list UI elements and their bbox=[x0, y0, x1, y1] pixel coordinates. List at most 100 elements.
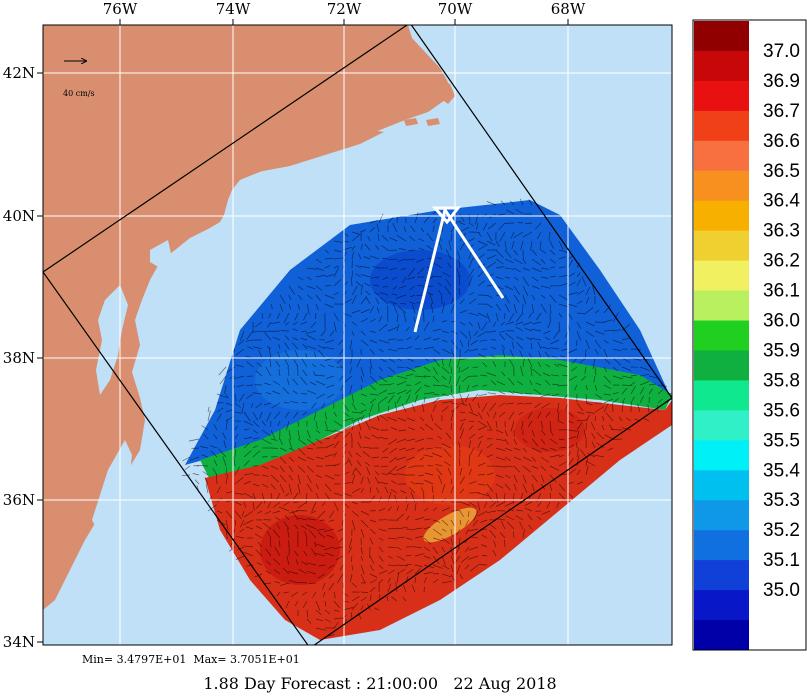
current-vector bbox=[462, 375, 470, 382]
current-vector bbox=[369, 339, 378, 344]
current-vector bbox=[328, 573, 335, 579]
current-vector bbox=[621, 366, 632, 371]
current-vector bbox=[360, 273, 371, 278]
current-vector bbox=[414, 568, 421, 575]
current-vector bbox=[226, 366, 236, 373]
current-vector bbox=[386, 595, 389, 602]
current-vector bbox=[201, 425, 209, 431]
current-vector bbox=[351, 270, 354, 278]
current-vector bbox=[305, 353, 308, 359]
current-vector bbox=[279, 438, 283, 446]
colorbar-swatch bbox=[694, 350, 749, 381]
current-vector bbox=[527, 420, 533, 428]
current-vector bbox=[630, 381, 636, 386]
current-vector bbox=[413, 316, 416, 323]
current-vector bbox=[465, 528, 470, 535]
current-vector bbox=[409, 285, 416, 291]
current-vector bbox=[405, 528, 416, 531]
current-vector bbox=[275, 492, 281, 501]
current-vector bbox=[450, 423, 452, 431]
current-vector bbox=[224, 384, 227, 394]
current-vector bbox=[415, 483, 425, 485]
current-vector bbox=[324, 618, 332, 623]
current-vector bbox=[531, 447, 543, 453]
current-vector bbox=[188, 438, 200, 442]
current-vector bbox=[338, 537, 344, 543]
current-vector bbox=[522, 321, 533, 326]
current-vector bbox=[396, 546, 402, 551]
current-vector bbox=[612, 329, 622, 332]
current-vector bbox=[287, 366, 290, 377]
current-vector bbox=[215, 473, 218, 485]
current-vector bbox=[558, 312, 563, 318]
current-vector bbox=[593, 454, 605, 458]
current-vector bbox=[533, 389, 542, 395]
current-vector bbox=[396, 564, 408, 567]
current-vector bbox=[495, 474, 504, 479]
current-vector bbox=[405, 389, 412, 395]
current-vector bbox=[610, 429, 623, 431]
current-vector bbox=[477, 280, 486, 287]
current-vector bbox=[360, 488, 364, 494]
current-vector bbox=[394, 401, 398, 413]
current-vector bbox=[318, 532, 326, 539]
current-vector bbox=[519, 492, 524, 501]
current-vector bbox=[459, 321, 466, 326]
current-vector bbox=[585, 330, 595, 337]
current-vector bbox=[468, 321, 473, 327]
current-vector bbox=[450, 348, 456, 359]
current-vector bbox=[626, 417, 632, 422]
current-vector bbox=[537, 516, 542, 521]
current-vector bbox=[355, 467, 362, 476]
current-vector bbox=[522, 483, 528, 493]
current-vector bbox=[468, 425, 474, 431]
current-vector bbox=[391, 276, 398, 280]
current-vector bbox=[441, 519, 449, 526]
current-vector bbox=[350, 611, 353, 620]
current-vector bbox=[377, 415, 380, 422]
current-vector bbox=[234, 519, 237, 526]
current-vector bbox=[424, 472, 434, 476]
current-vector bbox=[350, 573, 353, 583]
current-vector bbox=[276, 523, 281, 530]
current-vector bbox=[558, 447, 566, 449]
current-vector bbox=[301, 357, 308, 368]
current-vector bbox=[270, 483, 276, 490]
current-vector bbox=[574, 384, 578, 391]
current-vector bbox=[455, 375, 461, 387]
current-vector bbox=[387, 546, 397, 549]
current-vector bbox=[327, 364, 335, 368]
current-vector bbox=[333, 609, 340, 612]
current-vector bbox=[515, 208, 524, 215]
current-vector bbox=[476, 222, 479, 230]
current-vector bbox=[378, 555, 384, 562]
current-vector bbox=[522, 303, 524, 314]
current-vector bbox=[504, 240, 507, 251]
current-vector bbox=[306, 456, 315, 461]
current-vector bbox=[487, 392, 497, 395]
glider-marker bbox=[431, 206, 462, 225]
current-vector bbox=[432, 348, 441, 355]
current-vector bbox=[486, 201, 497, 206]
current-vector bbox=[387, 348, 398, 352]
current-vector bbox=[333, 420, 343, 427]
current-vector bbox=[483, 222, 488, 231]
current-vector bbox=[537, 341, 542, 350]
current-vector bbox=[216, 393, 227, 398]
current-vector bbox=[369, 564, 374, 571]
current-vector bbox=[314, 541, 317, 548]
current-vector bbox=[369, 348, 375, 355]
current-vector bbox=[384, 486, 389, 494]
colorbar-swatch bbox=[694, 260, 749, 292]
current-vector bbox=[603, 357, 611, 365]
colorbar-label: 37.0 bbox=[763, 41, 800, 62]
current-vector bbox=[324, 249, 330, 254]
current-vector bbox=[630, 348, 641, 350]
colorbar-swatch bbox=[694, 21, 749, 52]
current-vector bbox=[387, 416, 398, 422]
current-vector bbox=[576, 321, 581, 329]
current-vector bbox=[450, 478, 453, 485]
current-vector bbox=[612, 339, 624, 345]
current-vector bbox=[349, 339, 353, 350]
current-vector bbox=[468, 330, 472, 340]
